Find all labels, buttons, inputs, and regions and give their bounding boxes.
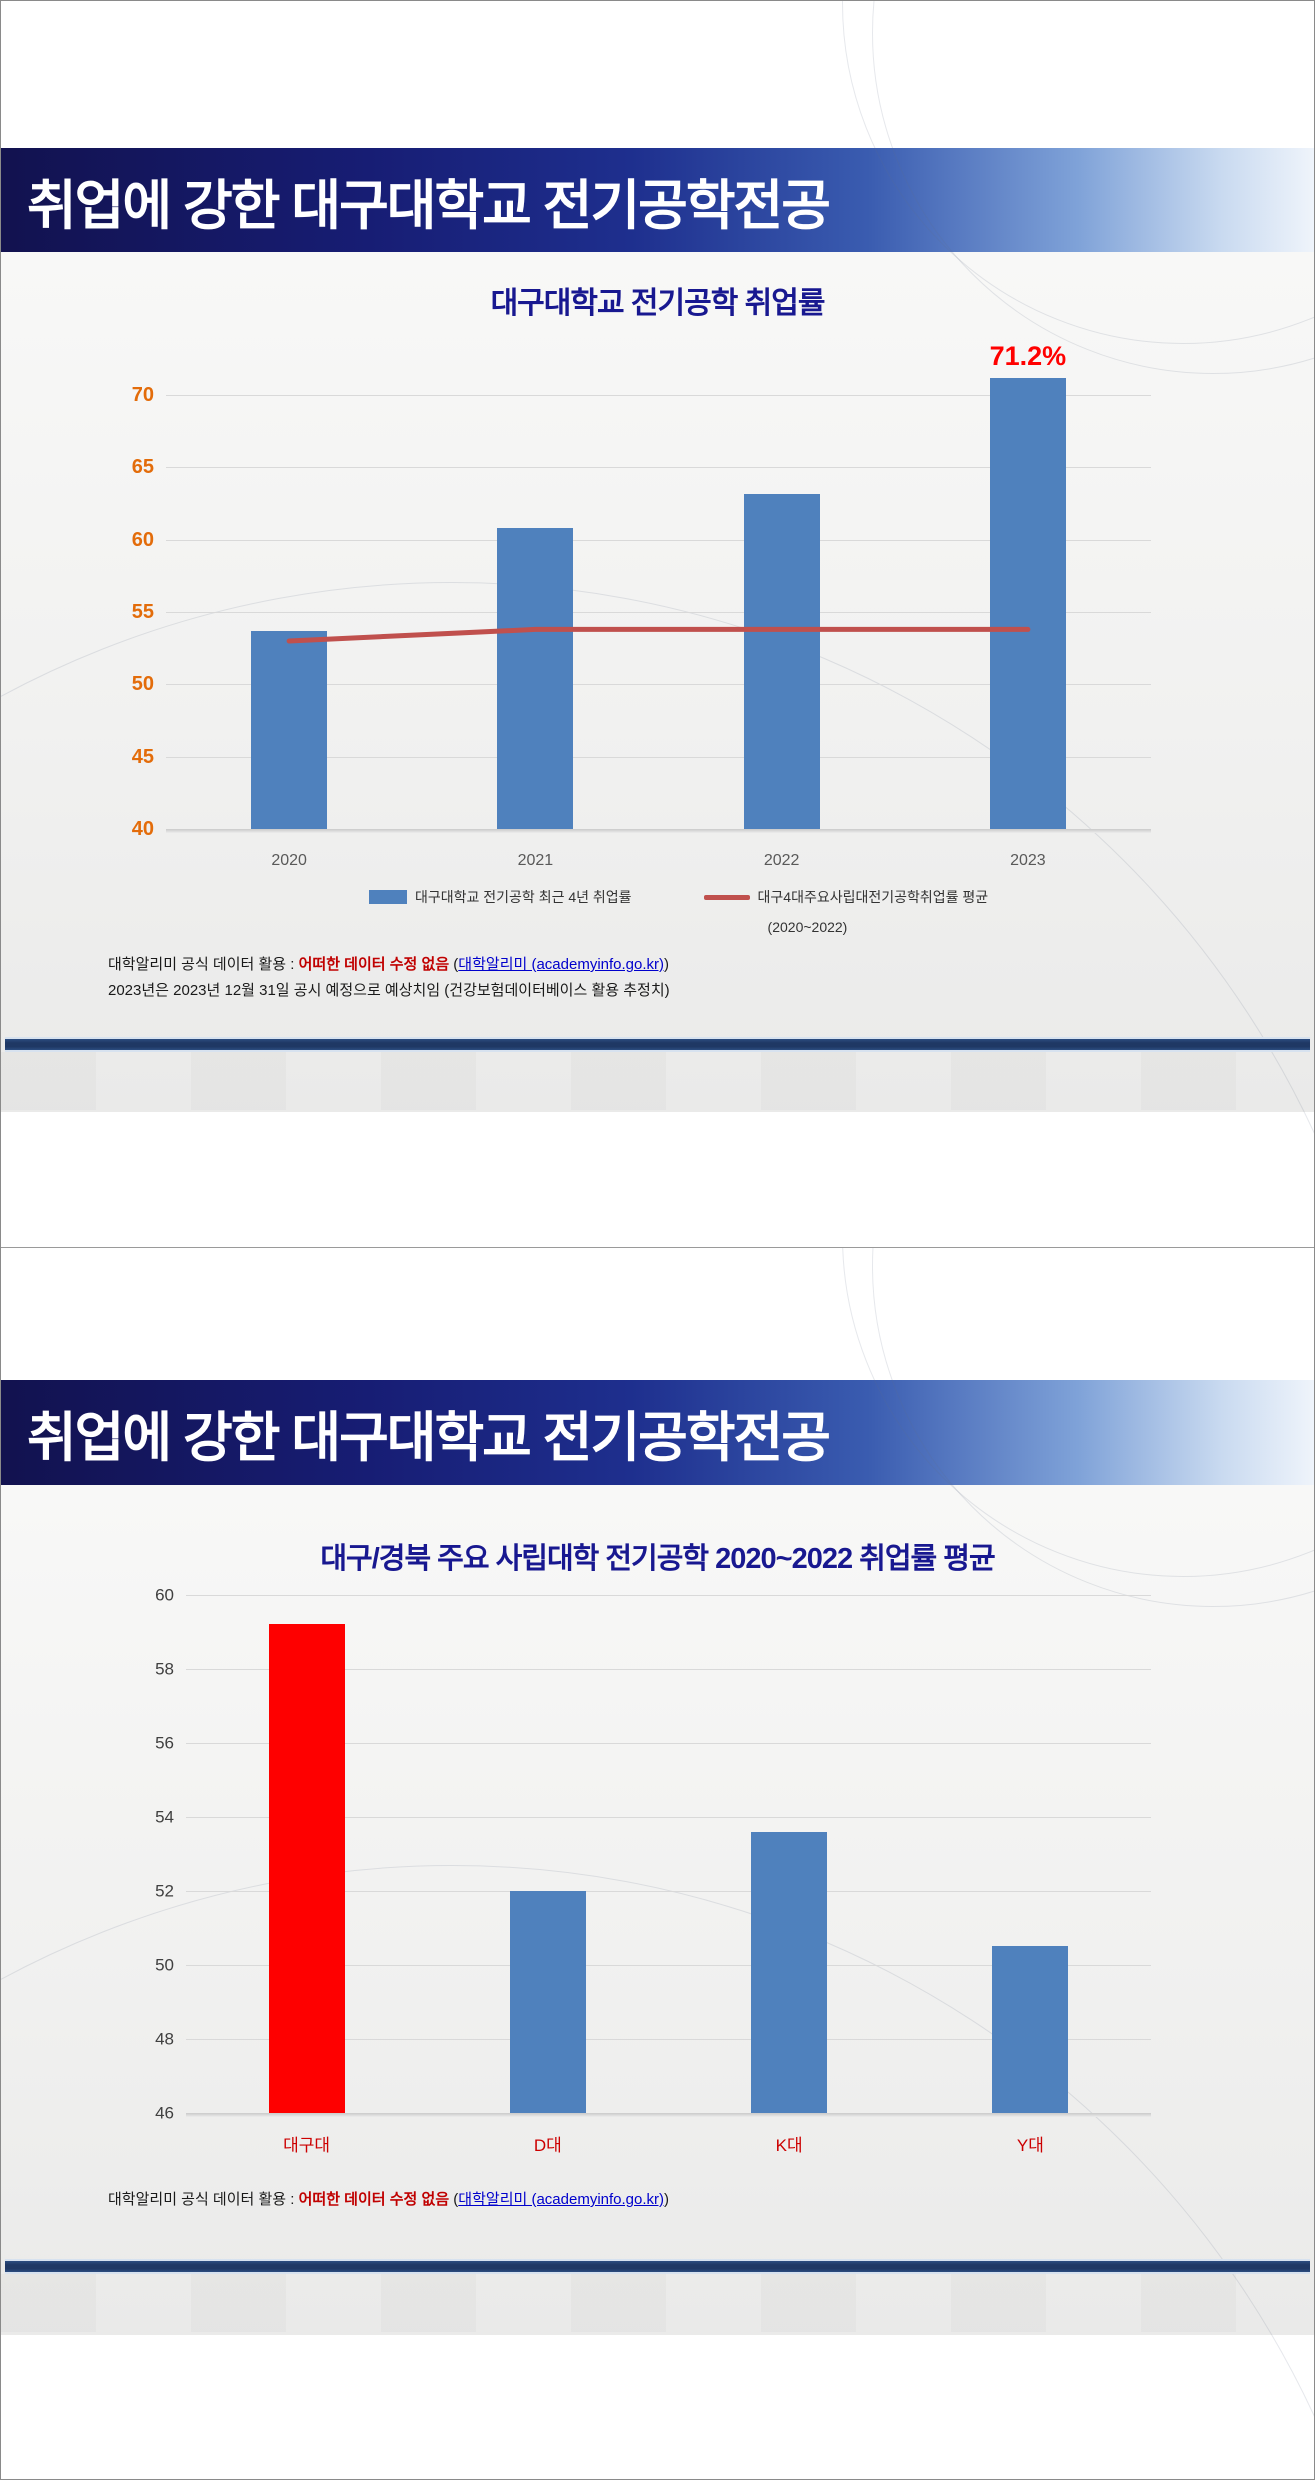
academyinfo-link[interactable]: 대학알리미 (academyinfo.go.kr) <box>458 956 665 973</box>
gridline-40 <box>166 829 1151 833</box>
bar-대구대 <box>268 1624 345 2113</box>
y-tick-48: 48 <box>155 2029 174 2049</box>
bar-slot-2021 <box>412 359 658 829</box>
slide-1: 취업에 강한 대구대학교 전기공학전공 대구대학교 전기공학 취업률 70 65 6… <box>1 1 1314 1247</box>
bottom-divider-bar <box>5 1039 1310 1050</box>
bar-D대 <box>509 1890 586 2113</box>
y-tick-52: 52 <box>155 1881 174 1901</box>
footnote-paren: ) <box>664 956 670 973</box>
gridline-60 <box>166 539 1151 541</box>
employment-rate-chart: 70 65 60 55 50 45 40 2020 2021 2022 2023 71.2% <box>132 342 1151 869</box>
slide-body <box>1 1248 1314 2478</box>
y-tick-65: 65 <box>131 456 154 479</box>
slide-title: 취업에 강한 대구대학교 전기공학전공 <box>27 1408 831 1468</box>
bottom-divider-bar <box>5 2261 1310 2272</box>
bar-slot-K대 <box>669 1565 910 2113</box>
slide-title: 취업에 강한 대구대학교 전기공학전공 <box>27 175 831 236</box>
gridline-54 <box>186 1816 1151 1818</box>
gridline-60 <box>186 1594 1151 1596</box>
gridline-58 <box>186 1668 1151 1670</box>
chart-title: 대구대학교 전기공학 취업률 <box>490 287 826 320</box>
footnote-prefix: 대학알리미 공식 데이터 활용 : <box>108 2191 299 2208</box>
legend-swatch-red-line <box>703 894 750 900</box>
decorative-arc <box>842 1248 1314 1577</box>
footnote-line-2: 2023년은 2023년 12월 31일 공시 예정으로 예상치임 (건강보험데… <box>108 982 670 999</box>
gridline-70 <box>166 395 1151 397</box>
decorative-texture <box>1 2274 1314 2332</box>
y-tick-50: 50 <box>131 673 154 696</box>
footnote-paren: ) <box>664 2191 670 2208</box>
data-label-2023: 71.2% <box>989 340 1067 371</box>
gridline-52 <box>186 1890 1151 1892</box>
footnote-paren: ( <box>449 2191 459 2208</box>
x-label-대구대: 대구대 <box>283 2136 331 2155</box>
legend-entry-bar-series: 대구대학교 전기공학 최근 4년 취업률 <box>369 887 632 907</box>
x-label-2022: 2022 <box>763 852 800 869</box>
bar-slot-2022 <box>659 359 905 829</box>
x-label-K대: K대 <box>775 2136 803 2155</box>
footnote-prefix: 대학알리미 공식 데이터 활용 : <box>108 956 299 973</box>
footnote-paren: ( <box>449 956 459 973</box>
x-label-2023: 2023 <box>1010 852 1046 869</box>
chart-title: 대구/경북 주요 사립대학 전기공학 2020~2022 취업률 평균 <box>320 1543 995 1575</box>
y-tick-60: 60 <box>155 1585 174 1605</box>
y-tick-55: 55 <box>131 601 154 624</box>
legend-label: 대구4대주요사립대전기공학취업률 평균 <box>757 889 989 905</box>
legend-swatch-blue-bar <box>369 890 407 904</box>
y-tick-50: 50 <box>155 1955 174 1975</box>
y-tick-40: 40 <box>131 818 154 840</box>
legend-label: 대구대학교 전기공학 최근 4년 취업률 <box>415 889 632 905</box>
footnote-emphasis: 어떠한 데이터 수정 없음 <box>298 956 450 973</box>
x-axis-labels: 2020 2021 2022 2023 <box>166 853 1151 869</box>
gridline-55 <box>166 612 1151 614</box>
x-label-2020: 2020 <box>271 852 307 869</box>
y-tick-60: 60 <box>131 528 154 551</box>
bar-K대 <box>751 1831 828 2113</box>
bar-2023 <box>989 377 1066 829</box>
comparison-chart: 60 58 56 54 52 50 48 46 대구대 D대 K대 Y대 <box>155 1565 1151 2154</box>
legend-entry-line-series: 대구4대주요사립대전기공학취업률 평균 (2020~2022) <box>703 887 989 935</box>
bar-slot-Y대 <box>910 1565 1151 2113</box>
bar-2021 <box>497 528 574 829</box>
gridline-56 <box>186 1742 1151 1744</box>
academyinfo-link[interactable]: 대학알리미 (academyinfo.go.kr) <box>458 2191 665 2208</box>
x-label-D대: D대 <box>533 2136 562 2155</box>
gridline-48 <box>186 2038 1151 2040</box>
x-label-Y대: Y대 <box>1016 2136 1044 2155</box>
y-tick-46: 46 <box>155 2103 174 2123</box>
y-tick-54: 54 <box>155 1807 174 1827</box>
y-tick-45: 45 <box>131 745 154 768</box>
x-label-2021: 2021 <box>517 852 554 869</box>
y-tick-56: 56 <box>155 1733 174 1753</box>
x-axis-labels: 대구대 D대 K대 Y대 <box>186 2137 1151 2154</box>
bar-slot-대구대 <box>186 1565 427 2113</box>
footnote-emphasis: 어떠한 데이터 수정 없음 <box>298 2191 450 2208</box>
gridline-45 <box>166 756 1151 758</box>
footnote-line-1: 대학알리미 공식 데이터 활용 : 어떠한 데이터 수정 없음 (대학알리미 (… <box>108 953 669 974</box>
bar-slot-2023 <box>905 359 1151 829</box>
chart-legend: 대구대학교 전기공학 최근 4년 취업률 대구4대주요사립대전기공학취업률 평균… <box>369 887 988 935</box>
footnote-line-1: 대학알리미 공식 데이터 활용 : 어떠한 데이터 수정 없음 (대학알리미 (… <box>108 2188 669 2209</box>
bar-slot-D대 <box>427 1565 668 2113</box>
gridline-46 <box>186 2113 1151 2117</box>
legend-sublabel: (2020~2022) <box>767 919 848 935</box>
bar-group <box>186 1565 1151 2113</box>
average-line <box>166 359 1151 829</box>
bar-group <box>166 359 1151 829</box>
gridline-50 <box>186 1964 1151 1966</box>
page-separator <box>1 1247 1314 1248</box>
gridline-65 <box>166 467 1151 469</box>
y-tick-58: 58 <box>155 1659 174 1679</box>
gridline-50 <box>166 684 1151 686</box>
y-tick-70: 70 <box>131 384 154 407</box>
slide-2: 취업에 강한 대구대학교 전기공학전공 대구/경북 주요 사립대학 전기공학 2… <box>1 1248 1314 2478</box>
bar-Y대 <box>992 1946 1069 2113</box>
bar-slot-2020 <box>166 359 412 829</box>
decorative-texture <box>1 1052 1314 1110</box>
bar-2020 <box>251 630 328 829</box>
bar-2022 <box>743 493 820 829</box>
